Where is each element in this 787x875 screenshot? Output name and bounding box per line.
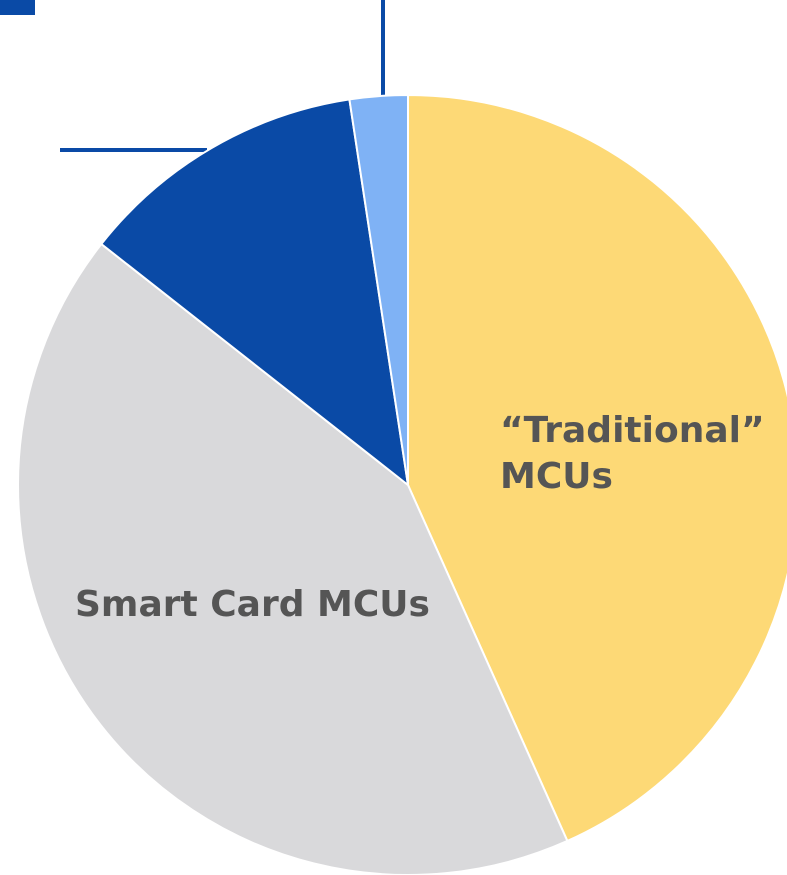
- slice-label: Smart Card MCUs: [75, 584, 430, 625]
- pie-slice: [407, 93, 787, 843]
- slice-label: “Traditional” MCUs: [500, 410, 765, 497]
- corner-mark: [0, 0, 35, 15]
- pie-slice: [99, 98, 410, 488]
- pie-slice: [348, 93, 409, 486]
